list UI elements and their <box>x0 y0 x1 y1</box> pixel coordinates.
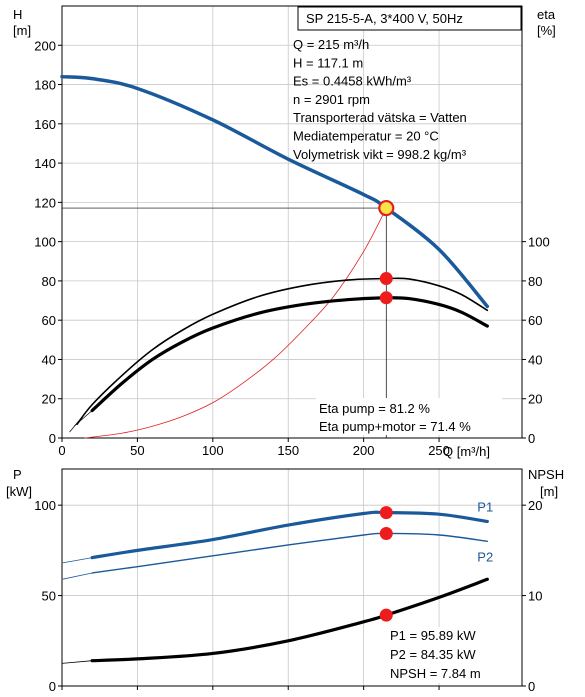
info-line: Q = 215 m³/h <box>293 37 369 52</box>
y-tick-label-right: 60 <box>528 313 542 328</box>
series-line-eta-pump-extension <box>69 404 93 433</box>
y-tick-label-right: 20 <box>528 498 542 513</box>
eta-info-box <box>316 398 502 435</box>
x-tick-label: 150 <box>277 443 299 458</box>
operating-point-marker <box>378 199 395 217</box>
info-line: Transporterad vätska = Vatten <box>293 110 467 125</box>
plot-frame-bottom <box>61 468 523 687</box>
operating-point-dot <box>379 506 393 520</box>
y-axis-label-right: eta <box>537 7 556 22</box>
y-tick-label-left: 0 <box>49 679 56 694</box>
power-info-line: P2 = 84.35 kW <box>390 647 476 662</box>
series-line-H <box>60 74 490 309</box>
info-line: n = 2901 rpm <box>293 92 370 107</box>
series-line-eta-pump-motor <box>90 296 489 413</box>
operating-point-dot <box>379 526 393 540</box>
plot-area-top <box>62 6 522 438</box>
power-info-line: NPSH = 7.84 m <box>390 666 481 681</box>
series-label-p1: P1 <box>477 499 493 514</box>
y-tick-label-left: 120 <box>34 195 56 210</box>
series-label-p2: P2 <box>477 549 493 564</box>
y-axis-unit-right: [%] <box>537 23 556 38</box>
y-axis-label-right: NPSH <box>528 467 564 482</box>
power-info-box <box>386 627 508 683</box>
y-tick-label-right: 40 <box>528 352 542 367</box>
info-line: H = 117.1 m <box>293 55 363 70</box>
series-line-p2 <box>91 532 489 574</box>
x-tick-label: 250 <box>428 443 450 458</box>
series-line-p1-ext <box>61 557 93 564</box>
y-axis-label-left: P <box>13 467 22 482</box>
series-line-system <box>84 207 387 439</box>
y-tick-label-right: 0 <box>528 431 535 446</box>
info-line: Es = 0.4458 kWh/m³ <box>293 74 412 89</box>
y-axis-unit-left: [kW] <box>6 484 32 499</box>
y-axis-label-left: H <box>13 7 22 22</box>
y-tick-label-left: 40 <box>42 352 56 367</box>
info-line: Volymetrisk vikt = 998.2 kg/m³ <box>293 147 467 162</box>
x-axis-label: Q [m³/h] <box>443 444 490 459</box>
series-line-eta-pump <box>76 277 489 426</box>
chart-title: SP 215-5-A, 3*400 V, 50Hz <box>306 11 463 26</box>
series-line-npsh-ext <box>61 660 93 664</box>
operating-point-dot <box>379 291 393 305</box>
x-tick-label: 50 <box>130 443 144 458</box>
x-tick-label: 0 <box>58 443 65 458</box>
y-axis-unit-right: [m] <box>540 484 558 499</box>
series-line-p1 <box>90 510 489 560</box>
plot-frame-top <box>61 5 523 439</box>
power-info-line: P1 = 95.89 kW <box>390 628 476 643</box>
y-tick-label-left: 50 <box>42 589 56 604</box>
y-tick-label-right: 20 <box>528 392 542 407</box>
y-tick-label-left: 60 <box>42 313 56 328</box>
y-tick-label-right: 0 <box>528 679 535 694</box>
y-tick-label-left: 80 <box>42 274 56 289</box>
eta-info-line: Eta pump+motor = 71.4 % <box>319 419 471 434</box>
y-tick-label-left: 100 <box>34 498 56 513</box>
series-line-eta-motor-extension <box>73 410 93 427</box>
operating-point-dot <box>379 272 393 286</box>
series-line-npsh <box>90 577 489 663</box>
y-tick-label-right: 80 <box>528 274 542 289</box>
eta-info-line: Eta pump = 81.2 % <box>319 401 430 416</box>
y-tick-label-left: 160 <box>34 117 56 132</box>
y-tick-label-left: 180 <box>34 78 56 93</box>
y-tick-label-left: 140 <box>34 156 56 171</box>
y-axis-unit-left: [m] <box>13 23 31 38</box>
y-tick-label-left: 200 <box>34 38 56 53</box>
y-tick-label-right: 100 <box>528 235 550 250</box>
series-line-p2-ext <box>61 572 93 580</box>
info-line: Mediatemperatur = 20 °C <box>293 129 439 144</box>
y-tick-label-right: 10 <box>528 589 542 604</box>
title-box <box>297 6 522 31</box>
operating-point-dot <box>379 608 393 622</box>
x-tick-label: 200 <box>353 443 375 458</box>
x-tick-label: 100 <box>202 443 224 458</box>
y-tick-label-left: 0 <box>49 431 56 446</box>
y-tick-label-left: 100 <box>34 235 56 250</box>
y-tick-label-left: 20 <box>42 392 56 407</box>
